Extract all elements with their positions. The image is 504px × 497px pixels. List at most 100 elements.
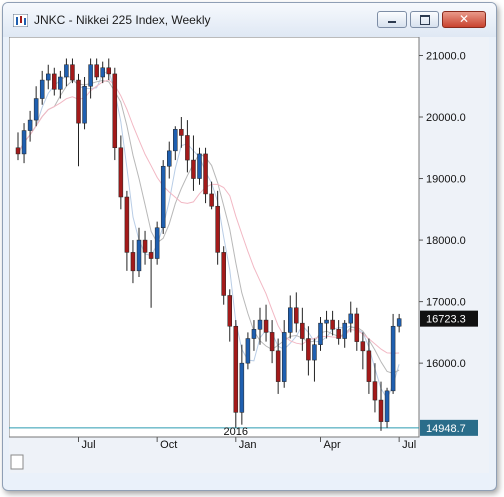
title-bar[interactable]: JNKC - Nikkei 225 Index, Weekly ✕ xyxy=(3,3,496,37)
x-tick-label: Jul xyxy=(402,439,416,451)
candle-body xyxy=(70,64,75,81)
candle-body xyxy=(215,205,220,253)
last-price-label-text: 16723.3 xyxy=(426,314,466,326)
close-icon: ✕ xyxy=(458,12,470,26)
reference-level-label-bg xyxy=(420,419,478,436)
candle xyxy=(136,227,142,277)
candle xyxy=(288,295,293,339)
candle-body xyxy=(154,227,160,259)
candle-body xyxy=(245,338,251,364)
candle xyxy=(160,160,166,234)
candle xyxy=(348,301,353,333)
candle xyxy=(118,135,124,210)
candle-body xyxy=(179,129,184,136)
candle xyxy=(94,58,99,81)
candle xyxy=(209,181,214,210)
candle xyxy=(39,70,45,105)
last-price-label-bg xyxy=(420,310,478,327)
candle xyxy=(197,147,202,185)
candle-body xyxy=(167,150,172,167)
candle xyxy=(239,344,245,425)
candle xyxy=(257,307,263,345)
candle-body xyxy=(160,165,166,229)
price-chart[interactable]: 21000.0 20000.0 19000.0 18000.0 17000.0 16000… xyxy=(9,37,489,473)
candle xyxy=(191,135,196,191)
candle xyxy=(300,307,305,351)
candle-body xyxy=(269,332,275,352)
x-tick-label: Jan xyxy=(239,439,257,451)
candle xyxy=(318,317,323,351)
candle-body xyxy=(396,318,402,327)
candle xyxy=(342,320,347,348)
candle xyxy=(372,363,378,413)
candle xyxy=(58,70,63,99)
close-button[interactable]: ✕ xyxy=(442,11,486,28)
candle xyxy=(82,77,87,130)
scrollbar-thumb[interactable] xyxy=(10,454,24,470)
candle xyxy=(46,64,51,90)
candle xyxy=(360,332,366,370)
candle-body xyxy=(360,341,366,352)
y-tick-label: 21000.0 xyxy=(426,50,466,62)
candle xyxy=(215,190,220,265)
candle-body xyxy=(312,344,317,361)
horizontal-scrollbar-track[interactable] xyxy=(9,451,489,473)
candle-body xyxy=(239,362,245,413)
candle xyxy=(179,117,184,148)
candle-body xyxy=(378,399,384,422)
candle xyxy=(21,123,27,164)
candle xyxy=(124,190,130,271)
window-title: JNKC - Nikkei 225 Index, Weekly xyxy=(34,13,211,27)
candle-body xyxy=(64,64,69,78)
candle xyxy=(185,120,190,173)
candle xyxy=(76,73,81,167)
candle xyxy=(142,230,148,265)
candle-body xyxy=(372,381,378,401)
candle xyxy=(366,338,372,394)
candle-body xyxy=(15,147,21,155)
candle-body xyxy=(263,319,269,333)
candle-body xyxy=(348,313,353,324)
candle xyxy=(330,310,335,336)
candle xyxy=(263,304,269,342)
chart-app-icon xyxy=(13,14,28,27)
candle-body xyxy=(233,325,239,413)
y-tick-label: 18000.0 xyxy=(426,235,466,247)
y-tick-label: 16000.0 xyxy=(426,358,466,370)
candle xyxy=(233,320,239,428)
candle xyxy=(378,381,384,431)
candle-body xyxy=(330,319,335,330)
candle-body xyxy=(118,147,124,198)
candle-body xyxy=(173,129,178,152)
x-tick-label: Apr xyxy=(324,439,341,451)
candle-body xyxy=(185,135,190,161)
candle xyxy=(88,58,93,99)
candle xyxy=(245,332,251,370)
candle-body xyxy=(281,332,287,382)
x-tick-label: Oct xyxy=(160,439,177,451)
candle-body xyxy=(251,329,257,339)
candle-body xyxy=(209,193,214,207)
candle-body xyxy=(300,322,305,339)
candle xyxy=(281,320,287,388)
candle-body xyxy=(142,239,148,253)
candle xyxy=(336,320,341,345)
candle-body xyxy=(148,252,154,259)
minimize-button[interactable] xyxy=(377,11,407,28)
candle-body xyxy=(288,307,293,333)
candle-body xyxy=(191,159,196,179)
year-marker-label: 2016 xyxy=(224,426,248,438)
candle xyxy=(130,240,136,284)
maximize-button[interactable] xyxy=(410,11,439,28)
y-tick-label: 17000.0 xyxy=(426,297,466,309)
chart-window: JNKC - Nikkei 225 Index, Weekly ✕ 21000.… xyxy=(2,2,497,491)
ma-fast-line xyxy=(17,70,400,400)
candle-body xyxy=(39,79,45,99)
candle-body xyxy=(46,73,51,81)
ma-slow-line xyxy=(17,79,400,354)
candle xyxy=(112,67,118,161)
candle-body xyxy=(294,307,299,324)
candle-body xyxy=(227,295,232,327)
candle-body xyxy=(58,76,63,90)
candle xyxy=(294,292,299,333)
